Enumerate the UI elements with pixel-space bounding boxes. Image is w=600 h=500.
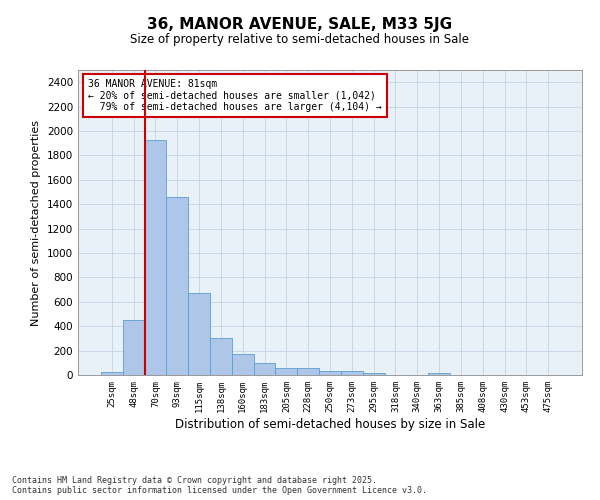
Bar	[297, 368, 319, 375]
Bar	[188, 294, 210, 375]
Bar	[428, 372, 450, 375]
Y-axis label: Number of semi-detached properties: Number of semi-detached properties	[31, 120, 41, 326]
Text: 36, MANOR AVENUE, SALE, M33 5JG: 36, MANOR AVENUE, SALE, M33 5JG	[148, 18, 452, 32]
Bar	[210, 338, 232, 375]
Bar	[341, 370, 363, 375]
Bar	[145, 140, 166, 375]
Bar	[275, 368, 297, 375]
Bar	[123, 320, 145, 375]
Text: Contains HM Land Registry data © Crown copyright and database right 2025.
Contai: Contains HM Land Registry data © Crown c…	[12, 476, 427, 495]
Text: Size of property relative to semi-detached houses in Sale: Size of property relative to semi-detach…	[131, 32, 470, 46]
Bar	[101, 372, 123, 375]
Bar	[166, 197, 188, 375]
X-axis label: Distribution of semi-detached houses by size in Sale: Distribution of semi-detached houses by …	[175, 418, 485, 430]
Bar	[363, 372, 385, 375]
Bar	[319, 370, 341, 375]
Text: 36 MANOR AVENUE: 81sqm
← 20% of semi-detached houses are smaller (1,042)
  79% o: 36 MANOR AVENUE: 81sqm ← 20% of semi-det…	[88, 79, 382, 112]
Bar	[232, 354, 254, 375]
Bar	[254, 364, 275, 375]
